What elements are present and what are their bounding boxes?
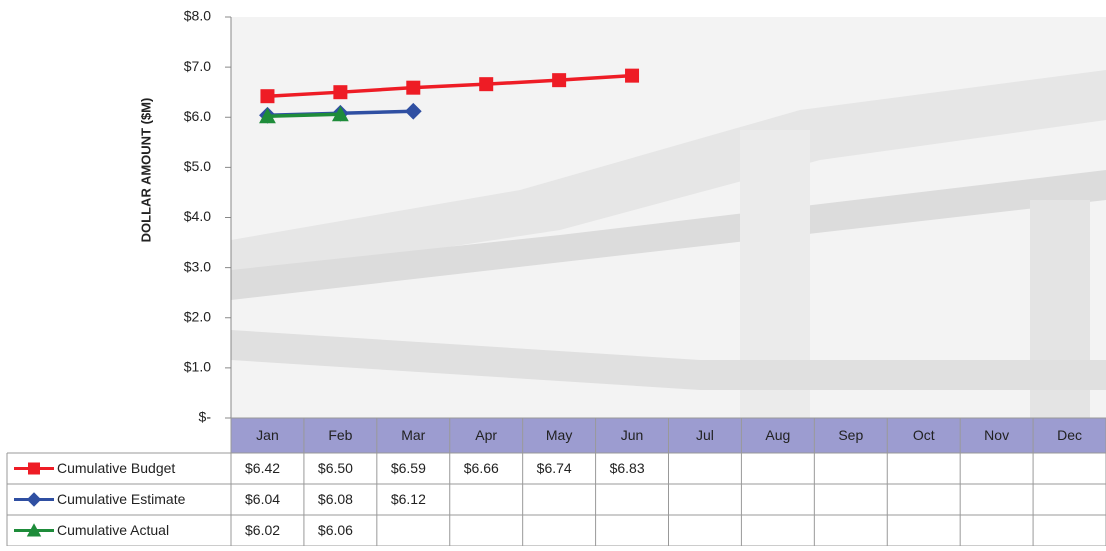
legend-marker: [27, 492, 41, 506]
legend-label: Cumulative Budget: [57, 460, 175, 476]
x-tick-label: Jan: [256, 427, 279, 443]
table-value: $6.83: [610, 460, 645, 476]
y-tick-label: $1.0: [184, 359, 211, 375]
table-value: $6.50: [318, 460, 353, 476]
x-tick-label: Oct: [913, 427, 935, 443]
series-line: [267, 114, 340, 116]
table-value: $6.02: [245, 522, 280, 538]
x-tick-label: Sep: [838, 427, 863, 443]
x-tick-label: Nov: [984, 427, 1009, 443]
marker: [333, 85, 347, 99]
chart: DOLLAR AMOUNT ($M) $- $1.0 $2.0 $3.0 $4.0 $5.…: [0, 0, 1106, 546]
table-value: $6.04: [245, 491, 280, 507]
y-tick-label: $3.0: [184, 258, 211, 274]
y-tick-label: $6.0: [184, 108, 211, 124]
y-tick-label: $2.0: [184, 308, 211, 324]
x-tick-label: Feb: [328, 427, 352, 443]
table-value: $6.12: [391, 491, 426, 507]
table-value: $6.59: [391, 460, 426, 476]
y-tick-label: $8.0: [184, 8, 211, 24]
x-tick-label: Mar: [401, 427, 425, 443]
table-value: $6.08: [318, 491, 353, 507]
legend-label: Cumulative Estimate: [57, 491, 186, 507]
marker: [406, 81, 420, 95]
table-value: $6.66: [464, 460, 499, 476]
x-tick-label: May: [546, 427, 572, 443]
x-tick-label: Dec: [1057, 427, 1082, 443]
y-tick-label: $4.0: [184, 208, 211, 224]
marker: [625, 69, 639, 83]
marker: [552, 73, 566, 87]
marker: [260, 89, 274, 103]
marker: [479, 77, 493, 91]
legend-label: Cumulative Actual: [57, 522, 169, 538]
table-value: $6.74: [537, 460, 572, 476]
legend-marker: [28, 463, 40, 475]
table-value: $6.42: [245, 460, 280, 476]
y-tick-label: $5.0: [184, 158, 211, 174]
x-tick-label: Apr: [475, 427, 497, 443]
background-photo: [231, 17, 1106, 418]
table-value: $6.06: [318, 522, 353, 538]
x-tick-label: Jul: [696, 427, 714, 443]
x-tick-label: Jun: [621, 427, 644, 443]
y-axis-title: DOLLAR AMOUNT ($M): [138, 98, 153, 243]
x-tick-label: Aug: [765, 427, 790, 443]
y-tick-label: $7.0: [184, 58, 211, 74]
y-tick-label: $-: [199, 409, 212, 425]
